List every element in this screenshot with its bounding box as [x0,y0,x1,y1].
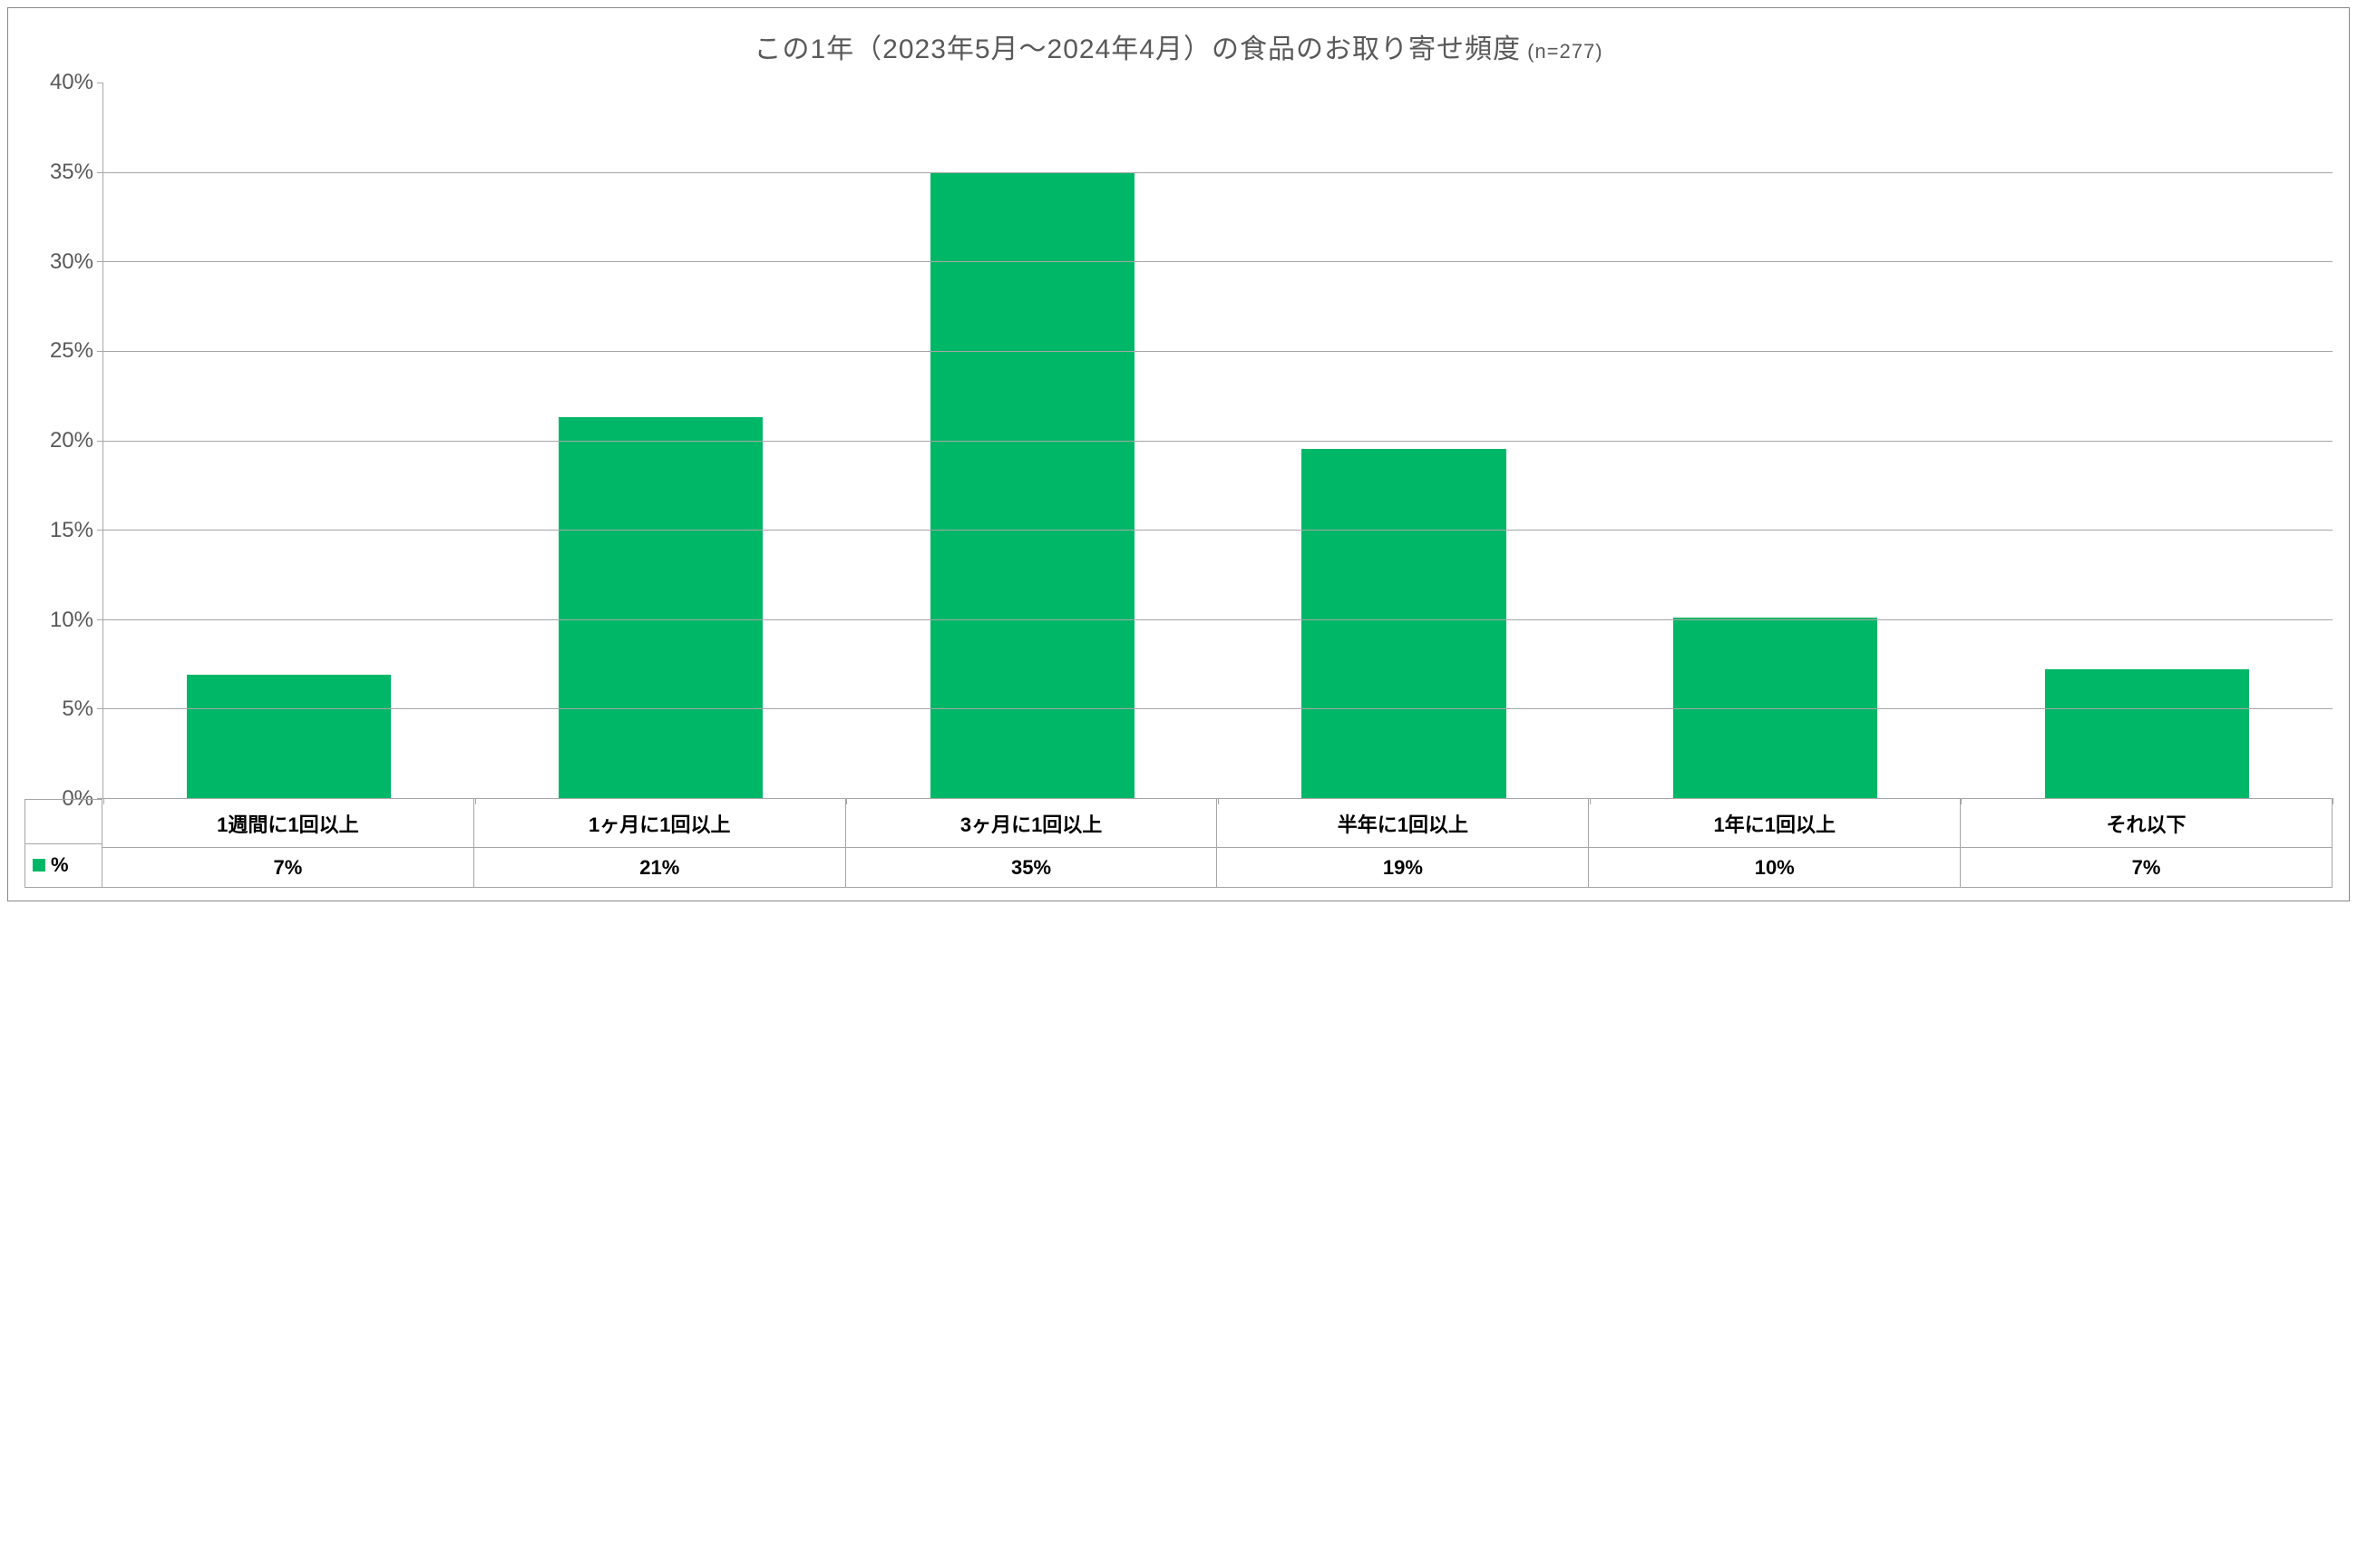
chart-title-sample: (n=277) [1521,40,1603,63]
x-tick-mark [103,798,104,804]
y-tick-mark [97,530,103,531]
bar [559,417,763,798]
data-table-legend-column: % [24,799,102,888]
plot-area [102,83,2333,799]
gridline [103,351,2333,352]
gridline [103,530,2333,531]
data-table-category-cell: それ以下 [1961,799,2333,848]
data-table-category-cell: 1年に1回以上 [1589,799,1961,848]
y-tick-mark [97,351,103,352]
data-table-value-cell: 10% [1589,848,1961,888]
data-table-header-row: 1週間に1回以上1ヶ月に1回以上3ヶ月に1回以上半年に1回以上1年に1回以上それ… [102,799,2333,848]
data-table-value-cell: 35% [846,848,1218,888]
gridline [103,172,2333,173]
bar [187,675,391,798]
data-table-value-row: 7%21%35%19%10%7% [102,848,2333,888]
data-table-value-cell: 7% [1961,848,2333,888]
data-table-value-cell: 21% [474,848,846,888]
legend-header-blank [25,799,102,844]
data-table: % 1週間に1回以上1ヶ月に1回以上3ヶ月に1回以上半年に1回以上1年に1回以上… [24,799,2333,888]
y-axis: 40%35%30%25%20%15%10%5%0% [24,83,102,799]
bar [2045,669,2249,798]
legend-series-label: % [51,853,69,877]
gridline [103,708,2333,709]
gridline [103,441,2333,442]
x-tick-mark [846,798,847,804]
bar [930,172,1135,798]
data-table-value-cell: 19% [1217,848,1589,888]
legend-series-cell: % [25,844,102,888]
data-table-category-cell: 1週間に1回以上 [102,799,474,848]
gridline [103,261,2333,262]
x-tick-mark [1590,798,1591,804]
data-table-values: 1週間に1回以上1ヶ月に1回以上3ヶ月に1回以上半年に1回以上1年に1回以上それ… [102,799,2333,888]
gridline [103,619,2333,620]
data-table-category-cell: 3ヶ月に1回以上 [846,799,1218,848]
x-tick-mark [1218,798,1219,804]
x-tick-mark [1961,798,1962,804]
chart-container: この1年（2023年5月～2024年4月）の食品のお取り寄せ頻度 (n=277)… [7,7,2350,901]
plot-wrap: 40%35%30%25%20%15%10%5%0% [24,83,2333,799]
chart-title-main: この1年（2023年5月～2024年4月）の食品のお取り寄せ頻度 [754,34,1521,64]
y-tick-mark [97,172,103,173]
y-tick-mark [97,441,103,442]
x-tick-mark [475,798,476,804]
chart-title: この1年（2023年5月～2024年4月）の食品のお取り寄せ頻度 (n=277) [24,26,2333,66]
data-table-category-cell: 半年に1回以上 [1217,799,1589,848]
y-tick-mark [97,261,103,262]
y-tick-mark [97,708,103,709]
y-tick-mark [97,619,103,620]
legend-swatch [33,859,45,872]
y-tick-mark [97,798,103,799]
data-table-value-cell: 7% [102,848,474,888]
bar [1301,449,1505,798]
data-table-category-cell: 1ヶ月に1回以上 [474,799,846,848]
